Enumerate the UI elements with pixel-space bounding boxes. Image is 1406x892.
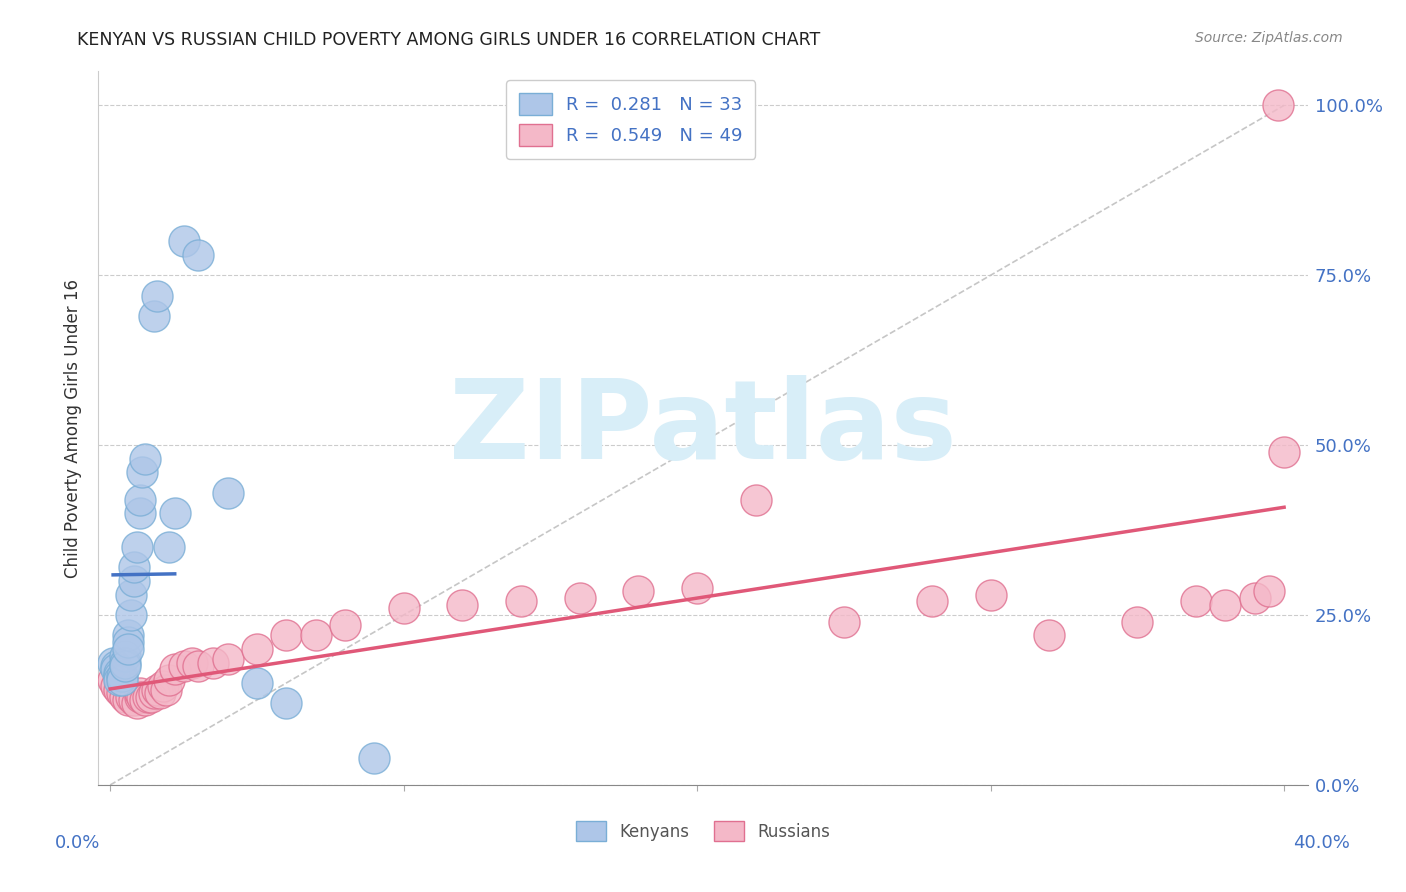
Point <box>108 682 131 697</box>
Text: ZIPatlas: ZIPatlas <box>449 375 957 482</box>
Point <box>128 492 150 507</box>
Point <box>333 618 356 632</box>
Point <box>304 628 326 642</box>
Point <box>134 693 156 707</box>
Point <box>510 594 533 608</box>
Point <box>117 693 139 707</box>
Point <box>201 656 224 670</box>
Point <box>181 656 204 670</box>
Point <box>108 669 131 683</box>
Point <box>1243 591 1265 605</box>
Point <box>363 751 385 765</box>
Point <box>155 682 177 697</box>
Point <box>627 584 650 599</box>
Point <box>152 680 174 694</box>
Point <box>451 598 474 612</box>
Point <box>276 628 298 642</box>
Point <box>276 697 298 711</box>
Point <box>101 673 124 687</box>
Point <box>568 591 591 605</box>
Point <box>686 581 709 595</box>
Point <box>101 656 124 670</box>
Point <box>122 693 145 707</box>
Text: 0.0%: 0.0% <box>55 834 100 852</box>
Point <box>120 588 142 602</box>
Point <box>141 690 163 704</box>
Point <box>111 686 134 700</box>
Point <box>392 601 415 615</box>
Point <box>105 680 128 694</box>
Point <box>980 588 1002 602</box>
Point <box>128 686 150 700</box>
Point <box>1185 594 1208 608</box>
Point <box>122 574 145 588</box>
Point <box>125 540 148 554</box>
Point <box>1215 598 1237 612</box>
Text: KENYAN VS RUSSIAN CHILD POVERTY AMONG GIRLS UNDER 16 CORRELATION CHART: KENYAN VS RUSSIAN CHILD POVERTY AMONG GI… <box>77 31 821 49</box>
Point <box>149 686 172 700</box>
Point <box>173 234 195 248</box>
Point <box>246 642 269 657</box>
Point <box>1038 628 1060 642</box>
Point <box>163 506 186 520</box>
Point <box>187 248 209 262</box>
Point <box>120 608 142 623</box>
Point <box>108 673 131 687</box>
Point <box>921 594 943 608</box>
Point <box>125 697 148 711</box>
Point <box>143 309 166 323</box>
Point <box>111 673 134 687</box>
Point <box>128 506 150 520</box>
Point <box>832 615 855 629</box>
Point <box>136 690 159 704</box>
Point <box>114 648 136 663</box>
Point <box>122 560 145 574</box>
Legend: Kenyans, Russians: Kenyans, Russians <box>569 814 837 848</box>
Point <box>114 690 136 704</box>
Point <box>157 540 180 554</box>
Point <box>117 642 139 657</box>
Point <box>117 635 139 649</box>
Point <box>1126 615 1149 629</box>
Point <box>131 466 153 480</box>
Point <box>105 662 128 676</box>
Point <box>117 628 139 642</box>
Point <box>120 690 142 704</box>
Point <box>187 659 209 673</box>
Point <box>128 690 150 704</box>
Point <box>134 451 156 466</box>
Point <box>143 686 166 700</box>
Point <box>217 485 239 500</box>
Point <box>1272 445 1295 459</box>
Point <box>105 659 128 673</box>
Point <box>246 676 269 690</box>
Text: Source: ZipAtlas.com: Source: ZipAtlas.com <box>1195 31 1343 45</box>
Point <box>163 662 186 676</box>
Point <box>157 673 180 687</box>
Point <box>1267 98 1289 112</box>
Point <box>217 652 239 666</box>
Point <box>146 288 169 302</box>
Point <box>146 682 169 697</box>
Point <box>111 669 134 683</box>
Point <box>1258 584 1281 599</box>
Point <box>173 659 195 673</box>
Point <box>745 492 768 507</box>
Text: 40.0%: 40.0% <box>1294 834 1350 852</box>
Point <box>131 690 153 704</box>
Y-axis label: Child Poverty Among Girls Under 16: Child Poverty Among Girls Under 16 <box>65 278 83 578</box>
Point <box>114 656 136 670</box>
Point <box>108 665 131 680</box>
Point <box>114 659 136 673</box>
